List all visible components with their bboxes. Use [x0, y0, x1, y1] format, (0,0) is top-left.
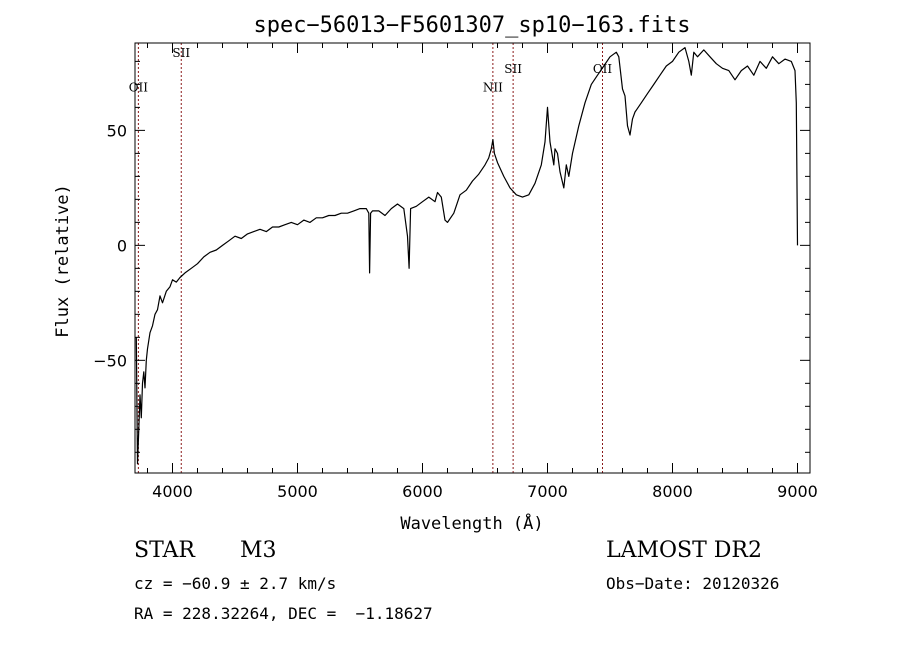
chart-title: spec−56013−F5601307_sp10−163.fits [253, 13, 690, 38]
spectral-line-label: OII [129, 80, 149, 94]
survey-name: LAMOST DR2 [606, 538, 762, 563]
x-tick-label: 8000 [652, 482, 693, 501]
x-tick-label: 9000 [777, 482, 818, 501]
cz-value: cz = −60.9 ± 2.7 km/s [134, 574, 337, 593]
ra-dec-value: RA = 228.32264, DEC = −1.18627 [134, 604, 433, 623]
axes-frame [134, 42, 811, 474]
x-tick-label: 4000 [152, 482, 193, 501]
x-tick-labels: 4000 5000 6000 7000 8000 9000 [152, 482, 818, 501]
object-type: STAR [134, 538, 195, 563]
y-tick-labels: −50 0 50 [93, 121, 127, 370]
y-axis-label: Flux (relative) [53, 184, 73, 338]
x-tick-label: 6000 [402, 482, 443, 501]
spectrum-line [135, 46, 799, 465]
object-subclass: M3 [240, 538, 277, 563]
y-tick-label: 0 [117, 236, 127, 255]
x-axis-label: Wavelength (Å) [400, 512, 543, 534]
x-tick-label: 7000 [527, 482, 568, 501]
spectral-line-label: OII [593, 62, 613, 76]
y-tick-label: 50 [107, 121, 127, 140]
spectral-line-label: SII [504, 62, 522, 76]
obs-date: Obs−Date: 20120326 [606, 574, 780, 593]
spectral-line-label: NII [483, 80, 503, 94]
spectral-line-label: SII [172, 46, 190, 60]
y-tick-label: −50 [93, 351, 127, 370]
x-tick-label: 5000 [277, 482, 318, 501]
